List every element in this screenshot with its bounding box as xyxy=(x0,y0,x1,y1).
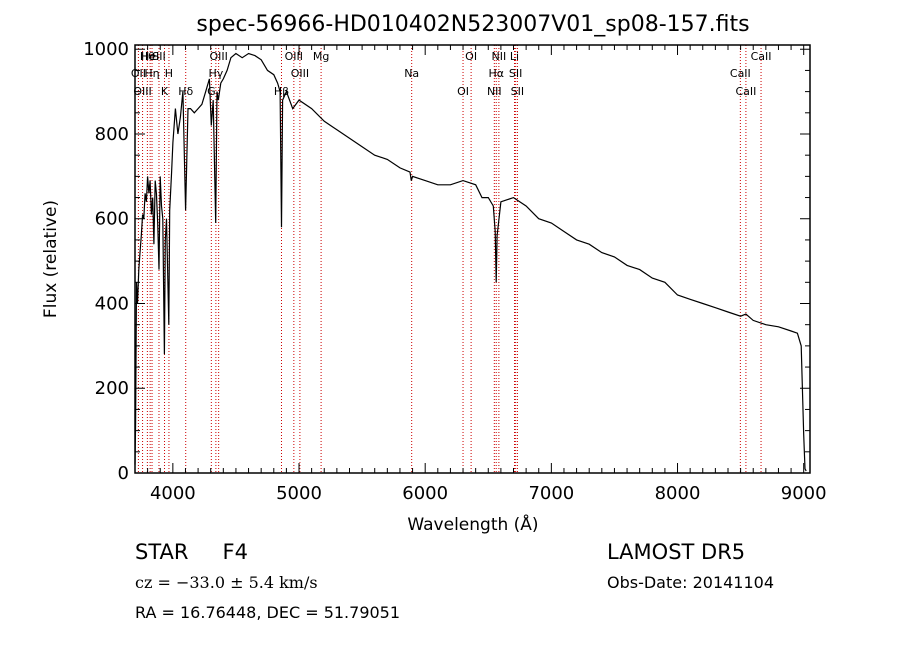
line-marker-label: HeI xyxy=(141,50,159,63)
line-marker-label: CaII xyxy=(751,50,772,63)
x-tick-label: 6000 xyxy=(402,483,448,504)
y-tick-label: 200 xyxy=(95,378,129,399)
line-marker-label: SII xyxy=(509,67,522,80)
survey-label: LAMOST DR5 xyxy=(607,540,746,564)
line-marker-label: OIII xyxy=(209,50,227,63)
x-axis-label: Wavelength (Å) xyxy=(407,513,538,535)
x-tick-label: 8000 xyxy=(655,483,701,504)
y-tick-label: 800 xyxy=(95,124,129,145)
line-marker-label: H xyxy=(165,67,173,80)
y-axis-label: Flux (relative) xyxy=(41,200,61,318)
line-marker-label: Hδ xyxy=(178,85,193,98)
x-tick-label: 4000 xyxy=(150,483,196,504)
x-tick-label: 7000 xyxy=(528,483,574,504)
x-tick-label: 9000 xyxy=(781,483,827,504)
class-label: STAR xyxy=(135,540,189,564)
chart-title: spec-56966-HD010402N523007V01_sp08-157.f… xyxy=(196,12,749,37)
object-class: STAR F4 xyxy=(135,540,248,564)
line-marker-label: Hθ xyxy=(140,50,155,63)
line-marker-label: Hη xyxy=(144,67,159,80)
line-marker-label: Mg xyxy=(313,50,329,63)
line-marker-label: Na xyxy=(404,67,419,80)
line-marker-label: CaII xyxy=(730,67,751,80)
line-marker-label: OIII xyxy=(291,67,309,80)
line-marker-label: Hγ xyxy=(208,67,223,80)
line-marker-label: SII xyxy=(511,85,524,98)
line-marker-label: Li xyxy=(510,50,519,63)
line-marker-label: G xyxy=(207,85,216,98)
line-marker-label: OIII xyxy=(285,50,303,63)
line-marker-label: CaII xyxy=(735,85,756,98)
line-marker-label: Hα xyxy=(488,67,504,80)
plot-frame xyxy=(134,44,811,474)
x-axis: 4000 5000 6000 7000 8000 9000 xyxy=(134,45,827,504)
line-marker-label: OI xyxy=(465,50,477,63)
line-marker-label: NII xyxy=(492,50,507,63)
y-tick-label: 400 xyxy=(95,293,129,314)
spectrum-line xyxy=(134,52,807,472)
redshift-label: cz = −33.0 ± 5.4 km/s xyxy=(135,573,318,592)
y-tick-label: 600 xyxy=(95,209,129,230)
line-marker-label: OIII xyxy=(133,85,151,98)
line-markers xyxy=(137,45,762,473)
line-marker-label: OI xyxy=(457,85,469,98)
subclass-label: F4 xyxy=(222,540,248,564)
line-marker-label: K xyxy=(161,85,169,98)
y-tick-label: 0 xyxy=(118,463,129,484)
y-axis: 0 200 400 600 800 1000 xyxy=(83,39,810,484)
line-marker-label: NII xyxy=(487,85,502,98)
coords-label: RA = 16.76448, DEC = 51.79051 xyxy=(135,603,401,622)
x-tick-label: 5000 xyxy=(276,483,322,504)
obs-date-label: Obs-Date: 20141104 xyxy=(607,573,775,592)
line-marker-label: SII xyxy=(152,50,165,63)
y-tick-label: 1000 xyxy=(83,39,129,60)
line-labels: HθOIIOIIIHeIHηKSIIHHδOIIIHγGOIIIOIIIHβMg… xyxy=(131,50,772,98)
